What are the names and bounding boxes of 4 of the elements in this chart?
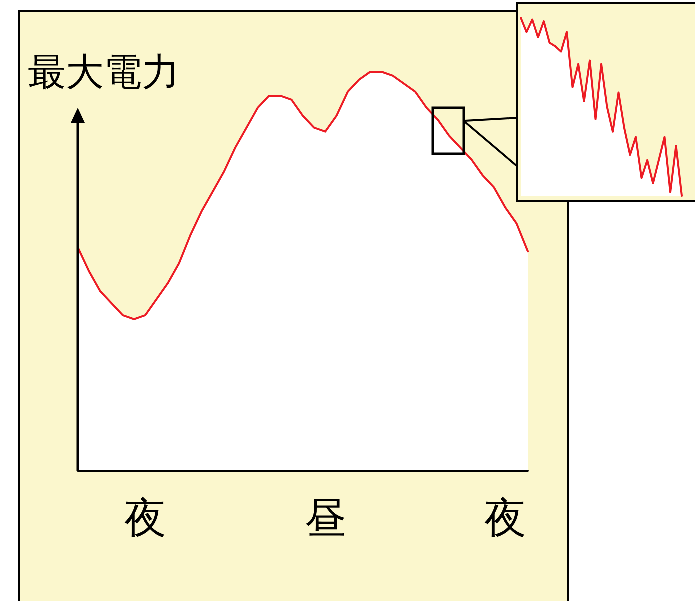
x-tick-label: 夜	[484, 494, 526, 542]
y-axis-title: 最大電力	[28, 50, 180, 94]
x-tick-label: 夜	[124, 494, 166, 542]
x-tick-label: 昼	[304, 494, 346, 542]
